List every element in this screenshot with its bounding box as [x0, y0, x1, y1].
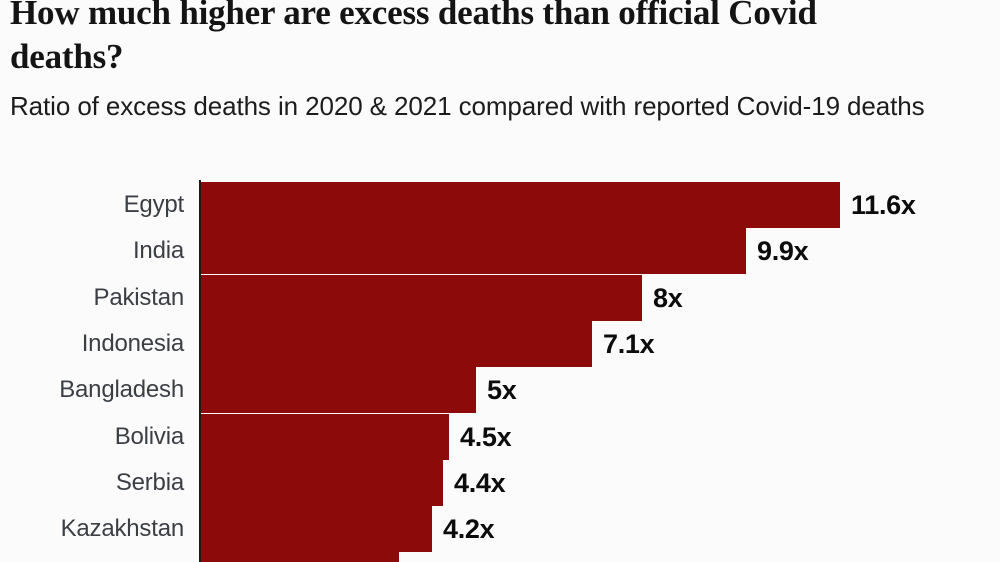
- bar-value-label: 8x: [653, 282, 683, 313]
- bar: [201, 320, 592, 367]
- bar-value-label: 4.4x: [454, 467, 506, 498]
- bar-category-label: India: [132, 237, 184, 265]
- bar: [201, 506, 432, 553]
- bar-category-label: Indonesia: [81, 329, 184, 357]
- bar: [201, 228, 746, 275]
- bar-value-label: 7.1x: [603, 328, 655, 359]
- bar-value-label: 4.2x: [443, 514, 495, 545]
- bar: [201, 274, 642, 321]
- bar-row: India 9.9x: [0, 228, 1000, 275]
- bar-row: Indonesia 7.1x: [0, 320, 1000, 367]
- bar-category-label: Serbia: [115, 468, 184, 496]
- bar: [201, 413, 449, 460]
- bar-row: [0, 552, 1000, 562]
- bar-row: Serbia 4.4x: [0, 459, 1000, 506]
- bar-category-label: Pakistan: [93, 283, 185, 311]
- bar: [201, 552, 399, 562]
- chart-subtitle: Ratio of excess deaths in 2020 & 2021 co…: [10, 91, 925, 121]
- bar-category-label: Bolivia: [114, 422, 185, 450]
- bar-chart-plot-area: Egypt 11.6x India 9.9x Pakistan 8x Indonesia 7.…: [0, 176, 1000, 562]
- bar-category-label: Bangladesh: [59, 376, 184, 404]
- bar-category-label: [0, 552, 184, 562]
- bar-value-label: 5x: [487, 375, 517, 406]
- y-axis-line: [199, 180, 201, 562]
- chart-title: How much higher are excess deaths than o…: [10, 0, 817, 76]
- bar-row: Egypt 11.6x: [0, 182, 1000, 228]
- chart-header: How much higher are excess deaths than o…: [10, 0, 930, 125]
- bar-row: Kazakhstan 4.2x: [0, 506, 1000, 553]
- bar-value-label: 9.9x: [757, 236, 809, 267]
- bar-row: Pakistan 8x: [0, 274, 1000, 321]
- bar: [201, 459, 443, 506]
- bar: [201, 182, 840, 228]
- bar: [201, 367, 476, 414]
- bar-row: Bangladesh 5x: [0, 367, 1000, 414]
- bar-category-label: Egypt: [123, 191, 185, 218]
- bar-value-label: 4.5x: [460, 421, 512, 452]
- bar-category-label: Kazakhstan: [60, 515, 185, 543]
- bar-value-label: 11.6x: [851, 190, 916, 220]
- bar-row: Bolivia 4.5x: [0, 413, 1000, 460]
